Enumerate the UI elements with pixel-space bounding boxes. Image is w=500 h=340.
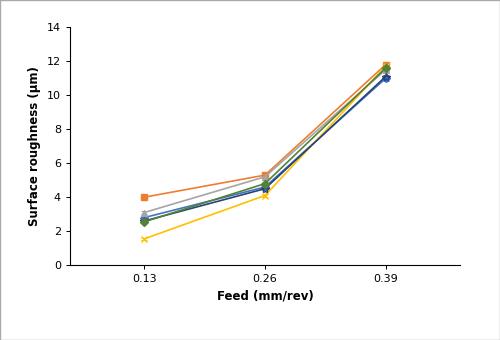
- Y-axis label: Surface roughness (μm): Surface roughness (μm): [28, 66, 42, 226]
- X-axis label: Feed (mm/rev): Feed (mm/rev): [216, 290, 314, 303]
